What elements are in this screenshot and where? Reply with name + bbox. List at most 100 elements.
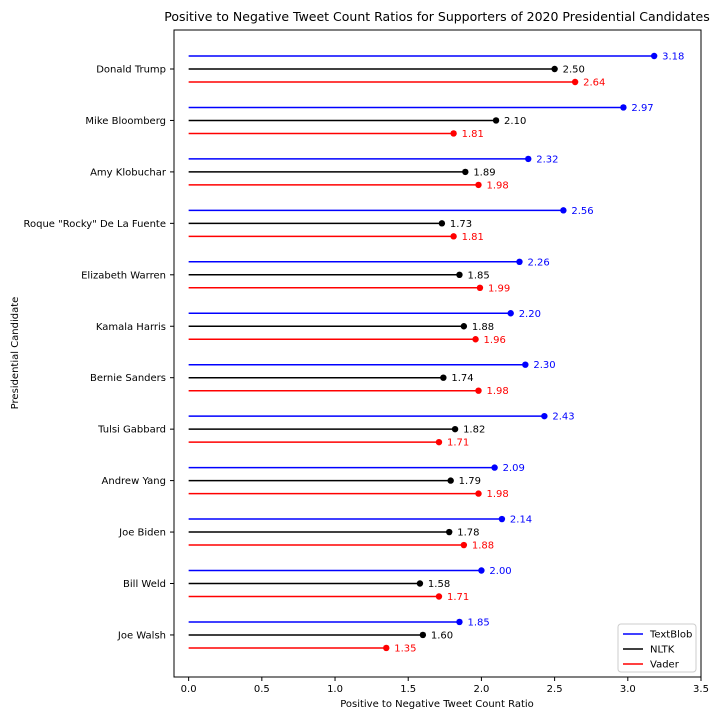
- x-tick-label: 0.5: [254, 684, 270, 695]
- value-label-nltk: 2.50: [563, 65, 585, 76]
- value-label-textblob: 3.18: [662, 52, 684, 63]
- marker-vader: [475, 387, 482, 394]
- marker-nltk: [419, 631, 427, 639]
- value-label-nltk: 1.60: [431, 630, 453, 641]
- marker-textblob: [525, 155, 532, 163]
- value-label-nltk: 1.88: [472, 322, 494, 333]
- y-axis-label: Presidential Candidate: [10, 297, 21, 410]
- marker-vader: [476, 284, 484, 291]
- y-tick-label: Elizabeth Warren: [81, 270, 166, 281]
- y-tick-label: Tulsi Gabbard: [97, 425, 166, 436]
- marker-textblob: [498, 515, 506, 523]
- marker-vader: [460, 541, 468, 549]
- marker-nltk: [438, 220, 446, 227]
- value-label-nltk: 1.58: [428, 579, 450, 590]
- value-label-vader: 1.98: [486, 489, 508, 500]
- legend-label-nltk: NLTK: [650, 645, 675, 656]
- legend: TextBlob NLTK Vader: [617, 623, 697, 673]
- marker-vader: [450, 130, 457, 137]
- marker-textblob: [650, 52, 658, 60]
- y-tick-label: Kamala Harris: [96, 322, 166, 333]
- legend-box: [617, 623, 697, 673]
- plot-area: 0.0 0.5 1.0 1.5 2.0 2.5 3.0 3.5 Donald Trump 3.18…: [24, 29, 709, 695]
- marker-vader: [475, 181, 482, 189]
- marker-textblob: [541, 412, 548, 420]
- y-tick-label: Roque "Rocky" De La Fuente: [24, 219, 167, 230]
- marker-vader: [435, 438, 443, 446]
- marker-nltk: [551, 65, 558, 73]
- value-label-nltk: 1.78: [457, 528, 479, 539]
- marker-textblob: [478, 567, 485, 574]
- value-label-vader: 1.96: [484, 335, 506, 346]
- value-label-textblob: 2.30: [533, 360, 555, 371]
- y-tick-label: Amy Klobuchar: [90, 167, 167, 178]
- x-tick-label: 3.5: [693, 684, 709, 695]
- marker-nltk: [460, 323, 468, 330]
- value-label-textblob: 2.43: [552, 412, 574, 423]
- marker-vader: [435, 593, 443, 600]
- x-tick-label: 2.5: [547, 684, 563, 695]
- marker-textblob: [560, 207, 567, 214]
- value-label-vader: 1.98: [486, 386, 508, 397]
- value-label-nltk: 1.89: [473, 167, 495, 178]
- value-label-textblob: 2.09: [503, 463, 525, 474]
- x-tick-label: 1.5: [400, 684, 416, 695]
- marker-textblob: [456, 618, 463, 626]
- y-tick-label: Bill Weld: [123, 579, 166, 590]
- value-label-textblob: 2.32: [536, 154, 558, 165]
- x-tick-label: 3.0: [620, 684, 636, 695]
- value-label-vader: 1.81: [462, 232, 484, 243]
- value-label-textblob: 2.97: [631, 103, 653, 114]
- value-label-vader: 1.71: [447, 592, 469, 603]
- marker-vader: [475, 490, 482, 497]
- value-label-textblob: 2.26: [527, 257, 549, 268]
- value-label-vader: 1.81: [462, 129, 484, 140]
- legend-label-vader: Vader: [650, 660, 680, 671]
- marker-nltk: [447, 477, 454, 484]
- x-tick-label: 0.0: [181, 684, 197, 695]
- value-label-vader: 1.88: [472, 541, 494, 552]
- y-tick-label: Mike Bloomberg: [85, 116, 166, 127]
- value-label-vader: 1.99: [488, 283, 510, 294]
- value-label-vader: 2.64: [583, 78, 605, 89]
- value-label-vader: 1.98: [486, 180, 508, 191]
- value-label-textblob: 2.20: [519, 309, 541, 320]
- marker-vader: [571, 78, 579, 86]
- chart-title: Positive to Negative Tweet Count Ratios …: [164, 9, 709, 24]
- marker-vader: [383, 644, 390, 652]
- marker-nltk: [451, 425, 459, 433]
- value-label-nltk: 1.82: [463, 425, 485, 436]
- marker-vader: [472, 336, 479, 343]
- plot-frame: [173, 29, 702, 678]
- marker-textblob: [507, 310, 514, 317]
- y-tick-label: Joe Walsh: [117, 630, 166, 641]
- value-label-nltk: 1.79: [459, 476, 481, 487]
- marker-textblob: [620, 104, 627, 111]
- value-label-nltk: 1.74: [451, 373, 473, 384]
- marker-nltk: [492, 117, 500, 124]
- y-tick-label: Andrew Yang: [102, 476, 166, 487]
- x-tick-label: 1.0: [327, 684, 343, 695]
- x-axis-label: Positive to Negative Tweet Count Ratio: [340, 699, 534, 710]
- marker-vader: [450, 233, 457, 240]
- value-label-vader: 1.71: [447, 438, 469, 449]
- y-tick-label: Bernie Sanders: [90, 373, 166, 384]
- marker-nltk: [440, 374, 447, 381]
- marker-textblob: [522, 361, 529, 368]
- value-label-textblob: 2.56: [571, 206, 593, 217]
- value-label-vader: 1.35: [394, 643, 416, 654]
- y-tick-label: Joe Biden: [118, 528, 166, 539]
- legend-label-textblob: TextBlob: [649, 630, 692, 641]
- marker-textblob: [491, 464, 498, 471]
- value-label-nltk: 1.73: [450, 219, 472, 230]
- value-label-textblob: 2.14: [510, 515, 532, 526]
- value-label-textblob: 1.85: [467, 617, 489, 628]
- y-tick-label: Donald Trump: [96, 65, 166, 76]
- marker-nltk: [446, 528, 453, 536]
- value-label-nltk: 2.10: [504, 116, 526, 127]
- x-tick-label: 2.0: [473, 684, 489, 695]
- value-label-nltk: 1.85: [467, 270, 489, 281]
- marker-nltk: [462, 168, 469, 176]
- marker-textblob: [516, 258, 523, 265]
- value-label-textblob: 2.00: [489, 566, 511, 577]
